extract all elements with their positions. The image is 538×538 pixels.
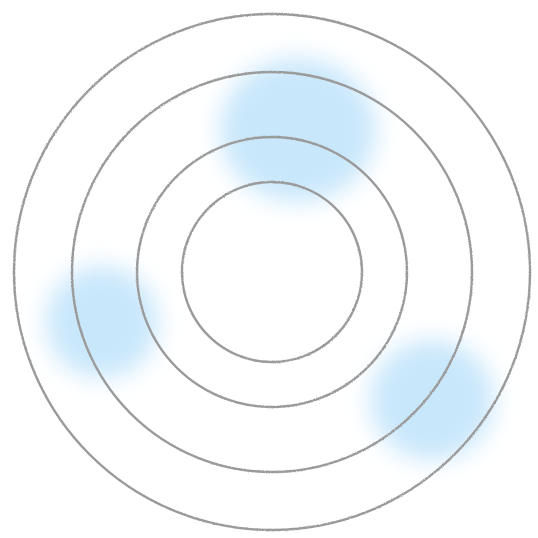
bottom-right-blob (370, 340, 494, 460)
ring-layer (12, 12, 532, 532)
outer-ring (12, 12, 532, 532)
innermost-ring (180, 180, 364, 364)
top-blob (220, 58, 376, 202)
left-blob (46, 266, 158, 378)
middle-ring (70, 70, 474, 474)
inner-ring (135, 135, 409, 409)
